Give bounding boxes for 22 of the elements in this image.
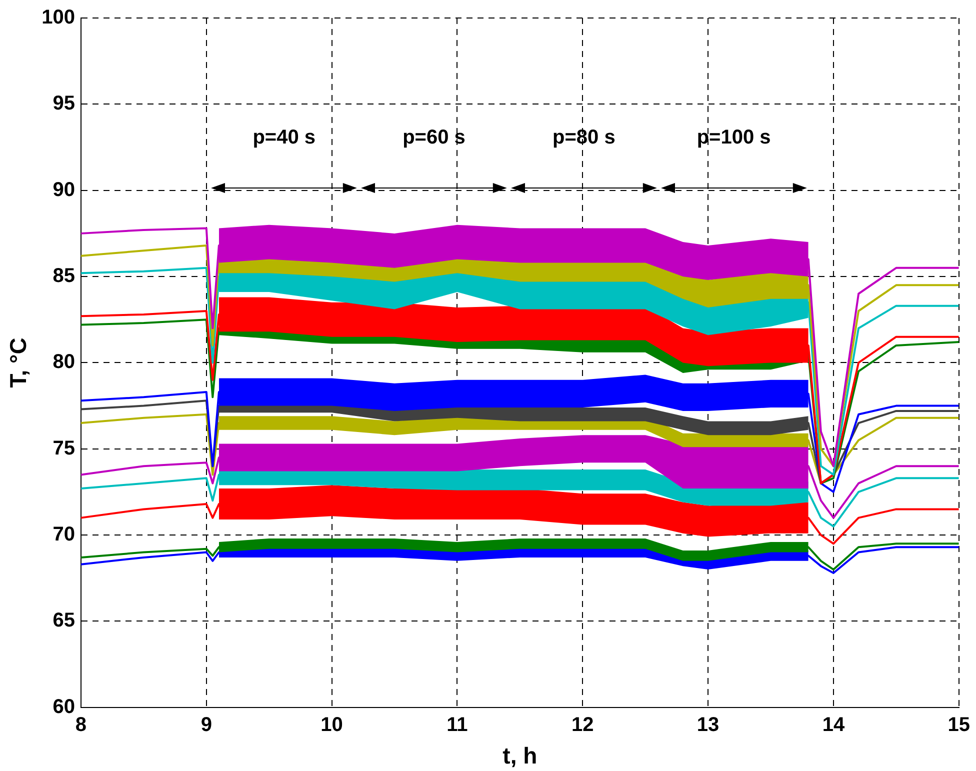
- annotation: p=80 s: [552, 126, 616, 149]
- x-tick-label: 11: [446, 714, 468, 736]
- x-tick-label: 12: [572, 714, 594, 736]
- y-tick-label: 80: [52, 351, 75, 374]
- annotation: p=40 s: [252, 126, 316, 149]
- x-tick-label: 15: [948, 714, 970, 736]
- y-tick-label: 100: [42, 6, 75, 29]
- y-tick-label: 95: [52, 92, 75, 115]
- x-tick-label: 14: [822, 714, 846, 736]
- y-axis-title: T, °C: [5, 338, 32, 388]
- y-tick-label: 85: [52, 265, 75, 288]
- y-tick-label: 90: [52, 178, 75, 201]
- x-axis-title: t, h: [502, 742, 538, 769]
- y-tick-label: 60: [52, 696, 75, 718]
- x-tick-label: 8: [75, 714, 87, 736]
- x-tick-label: 9: [200, 714, 212, 736]
- y-tick-label: 70: [52, 524, 75, 546]
- y-tick-label: 75: [52, 437, 75, 460]
- x-tick-label: 13: [696, 714, 720, 736]
- annotation: p=100 s: [696, 126, 771, 149]
- x-tick-label: 10: [320, 714, 343, 736]
- y-tick-label: 65: [52, 610, 75, 632]
